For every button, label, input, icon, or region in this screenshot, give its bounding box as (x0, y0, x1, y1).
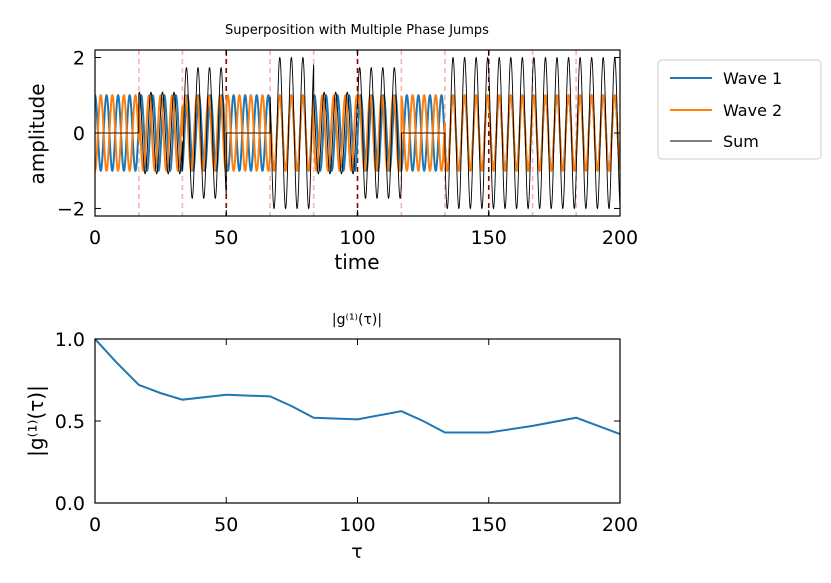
x-tick-label: 50 (214, 227, 238, 249)
bottom-plot-frame (94, 338, 621, 504)
x-tick-label: 150 (471, 514, 507, 536)
top-panel: Superposition with Multiple Phase Jumps … (25, 23, 638, 274)
y-tick-label: 2 (73, 48, 85, 70)
legend-label-wave-1: Wave 1 (723, 69, 782, 88)
legend-frame (657, 59, 822, 160)
y-tick-label: −2 (57, 198, 85, 220)
top-ticks: 0 50 100 150 200−202 (57, 48, 638, 249)
legend: Wave 1 Wave 2 Sum (657, 59, 822, 160)
bottom-ticks: 0 50 100 150 200 0.0 0.5 1.0 (55, 329, 638, 536)
x-tick-label: 200 (602, 227, 638, 249)
legend-label-wave-2: Wave 2 (723, 101, 782, 120)
y-tick-label: 1.0 (55, 329, 85, 351)
bottom-chart-title: |g⁽¹⁾(τ)| (332, 312, 382, 328)
x-tick-label: 100 (339, 514, 375, 536)
x-tick-label: 0 (89, 514, 101, 536)
top-chart-title: Superposition with Multiple Phase Jumps (225, 23, 489, 38)
legend-label-sum: Sum (723, 132, 759, 151)
y-tick-label: 0.5 (55, 411, 85, 433)
bottom-x-axis-label: τ (351, 541, 362, 563)
top-series-lines (95, 56, 620, 210)
bottom-panel: |g⁽¹⁾(τ)| 0 50 100 150 200 0.0 0.5 1.0 τ |g⁽¹⁾(… (24, 312, 638, 563)
bottom-series-line (95, 339, 620, 436)
x-tick-label: 50 (214, 514, 238, 536)
x-tick-label: 100 (339, 227, 375, 249)
y-tick-label: 0 (73, 123, 85, 145)
x-tick-label: 200 (602, 514, 638, 536)
x-tick-label: 150 (471, 227, 507, 249)
top-y-axis-label: amplitude (25, 83, 49, 184)
y-tick-label: 0.0 (55, 493, 85, 515)
bottom-y-axis-label: |g⁽¹⁾(τ)| (24, 385, 48, 457)
series-line-sum (95, 56, 620, 210)
series-line-g1 (95, 339, 620, 436)
x-tick-label: 0 (89, 227, 101, 249)
top-x-axis-label: time (334, 250, 379, 274)
